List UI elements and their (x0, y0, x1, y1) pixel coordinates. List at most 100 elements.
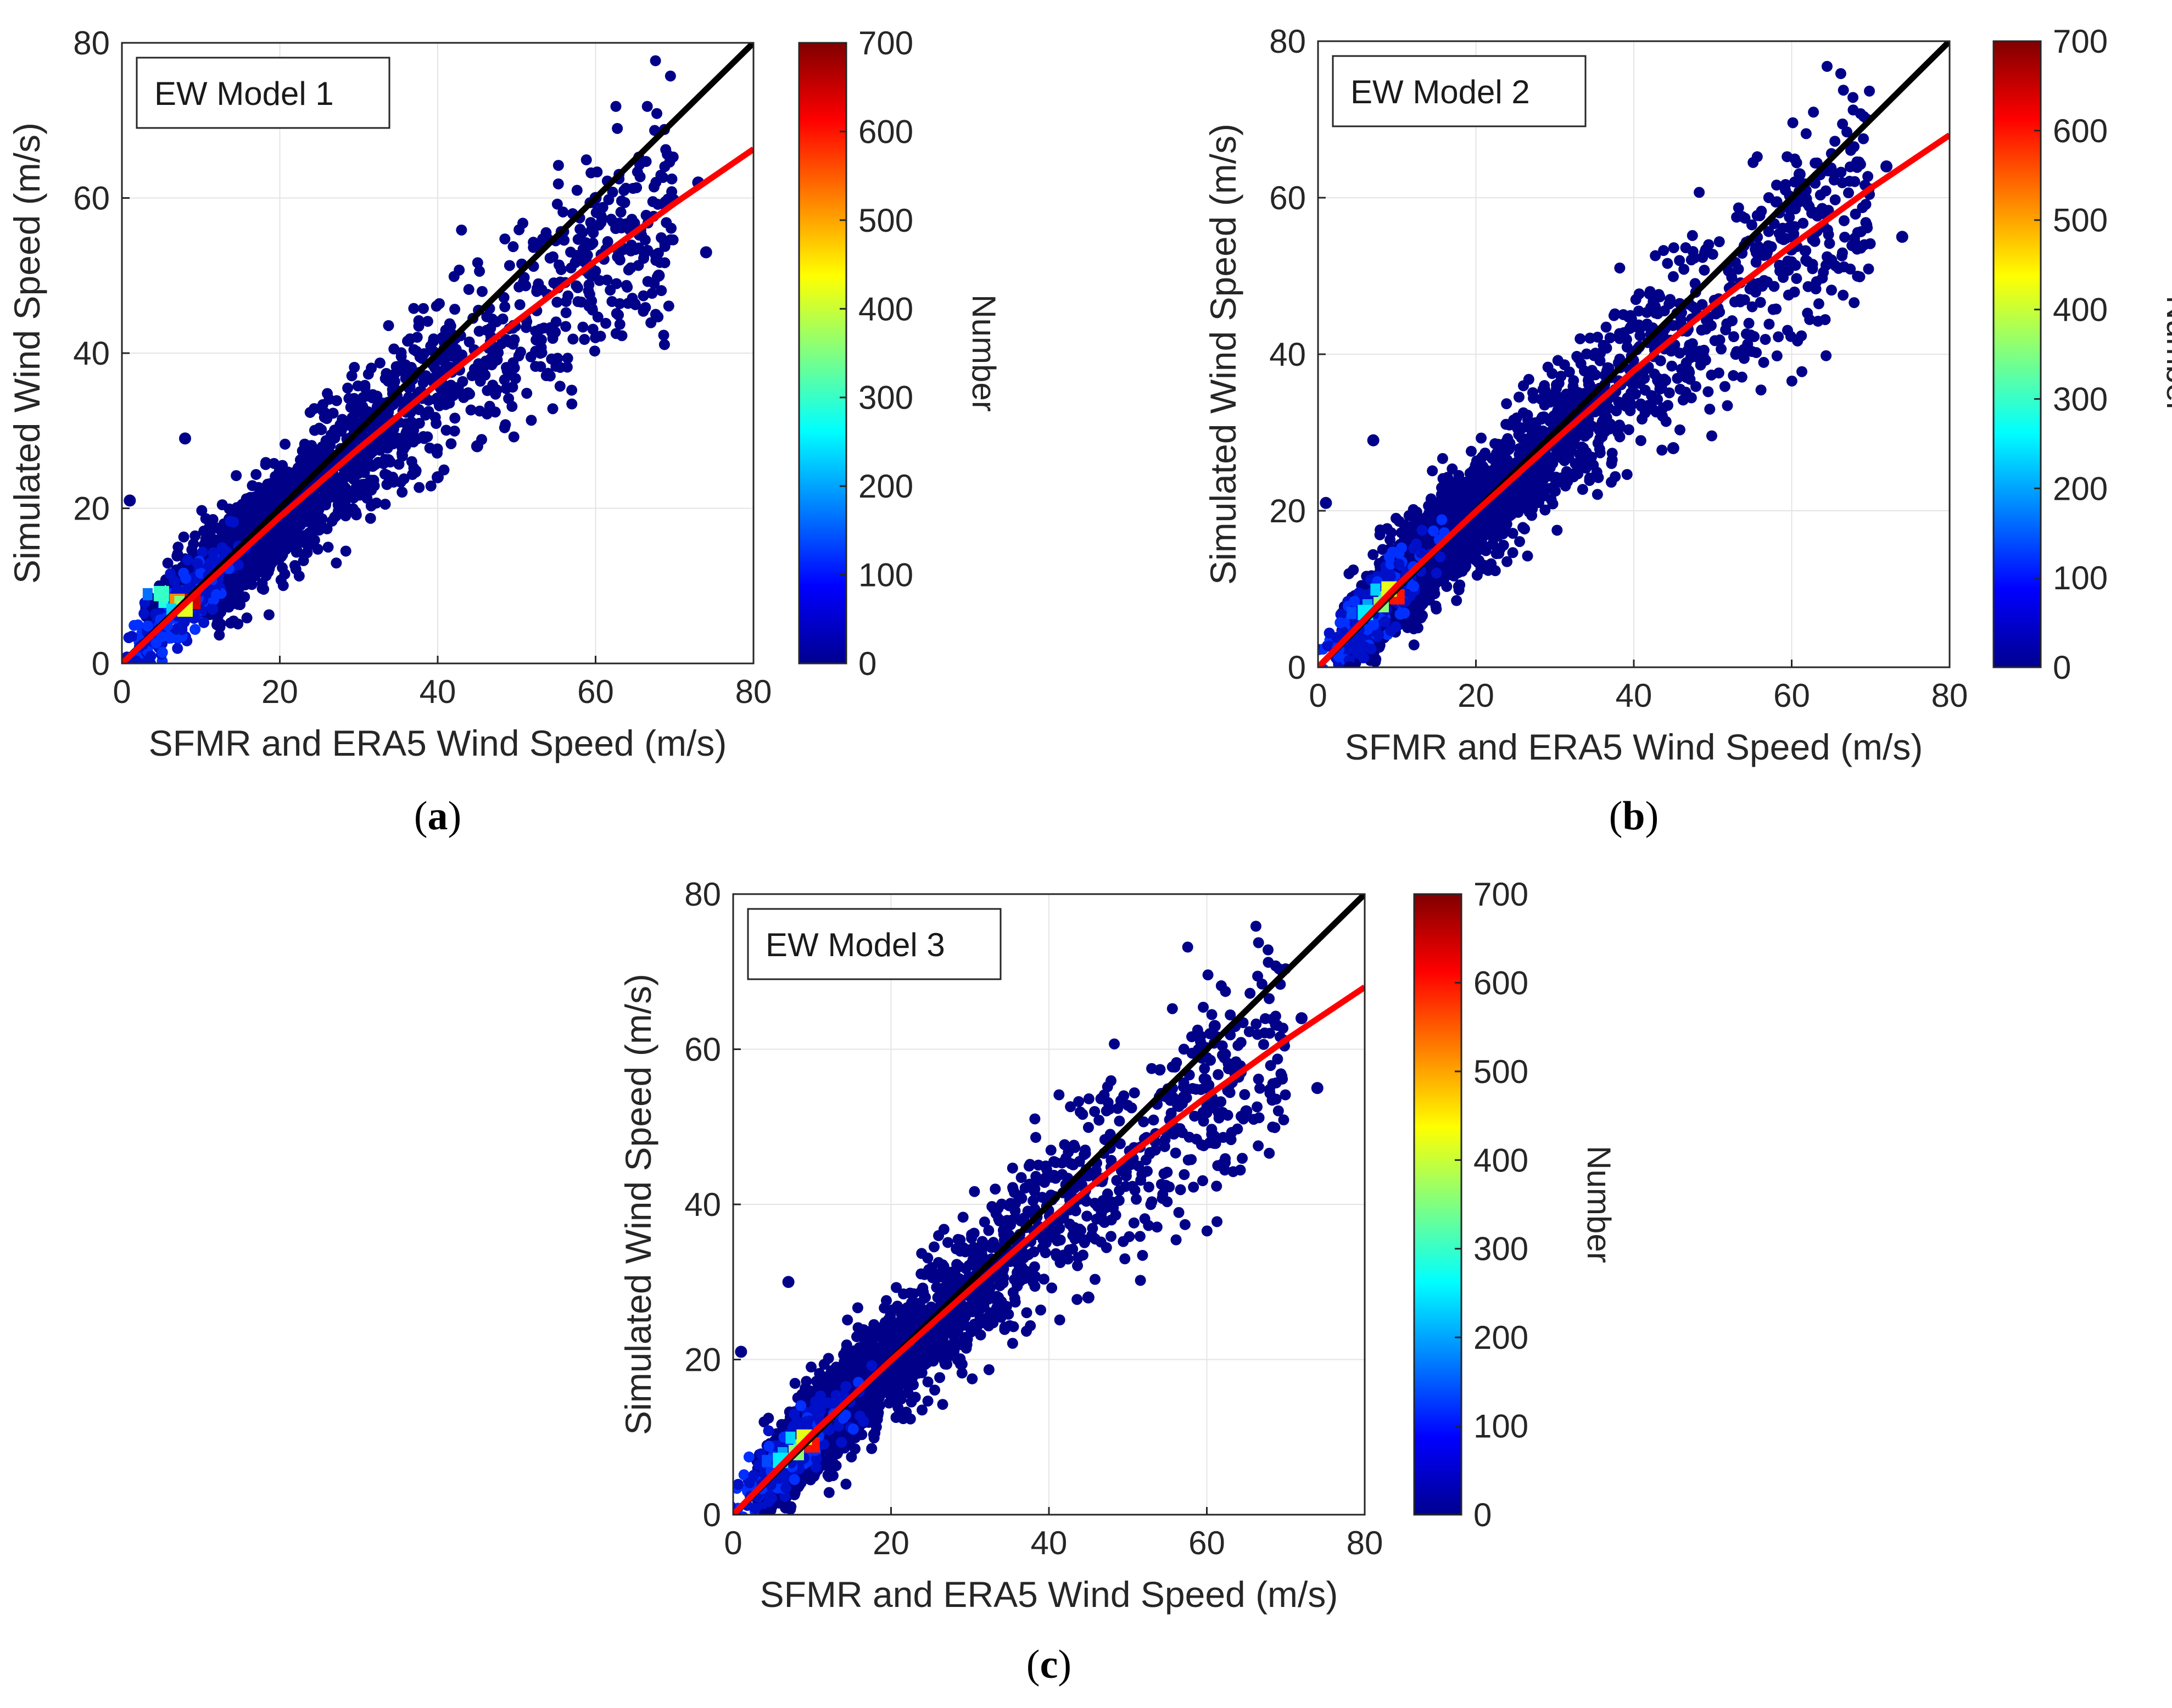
scatter-point (1743, 317, 1755, 329)
scatter-point (349, 418, 361, 429)
scatter-point (652, 311, 664, 323)
scatter-point (590, 332, 601, 343)
scatter-point (1572, 353, 1584, 364)
scatter-point (361, 390, 373, 402)
scatter-point (343, 393, 355, 404)
scatter-point (1694, 187, 1705, 198)
scatter-point (366, 484, 377, 496)
scatter-point (610, 223, 622, 235)
scatter-point (1787, 117, 1799, 129)
scatter-point (1610, 471, 1621, 482)
scatter-point (589, 345, 600, 357)
scatter-point (1674, 347, 1685, 359)
scatter-point (1736, 371, 1747, 383)
scatter-point (440, 399, 451, 410)
scatter-point (1713, 236, 1725, 248)
scatter-point (1604, 332, 1616, 344)
scatter-point (579, 334, 590, 345)
scatter-point (1539, 504, 1551, 516)
scatter-point (481, 325, 493, 336)
scatter-point (456, 224, 467, 236)
scatter-point (1598, 407, 1610, 418)
scatter-point (491, 384, 502, 396)
scatter-point (280, 438, 291, 450)
scatter-point (397, 487, 408, 498)
scatter-point-dense (208, 547, 219, 559)
scatter-point-dense (182, 554, 193, 566)
scatter-point (325, 440, 336, 451)
scatter-point (411, 345, 422, 357)
scatter-point (1662, 258, 1673, 269)
scatter-point (449, 412, 461, 424)
scatter-point (621, 218, 632, 230)
scatter-point (1838, 289, 1849, 301)
scatter-point (1614, 262, 1626, 273)
y-tick-label: 60 (73, 180, 110, 217)
scatter-point (378, 458, 389, 470)
scatter-point (1658, 245, 1670, 256)
scatter-point (1728, 331, 1739, 343)
scatter-point (449, 304, 461, 315)
scatter-point (1665, 297, 1676, 309)
scatter-point (665, 70, 676, 82)
reference-line (122, 43, 753, 663)
scatter-point (374, 357, 386, 369)
scatter-point (499, 301, 511, 312)
scatter-point-dense (225, 516, 236, 527)
scatter-point (337, 479, 349, 491)
scatter-point-outlier (652, 269, 665, 282)
scatter-point (1641, 318, 1653, 330)
scatter-point (507, 381, 518, 393)
scatter-point (640, 302, 651, 313)
scatter-point (347, 503, 359, 515)
scatter-point (322, 388, 333, 399)
scatter-point (1579, 365, 1590, 377)
scatter-point (663, 300, 674, 312)
scatter-point (298, 555, 309, 566)
scatter-point (178, 531, 189, 543)
scatter-point (631, 182, 643, 193)
scatter-point (338, 470, 349, 481)
scatter-point (1551, 383, 1562, 394)
scatter-point (1796, 366, 1808, 377)
scatter-point-dense (171, 623, 182, 635)
scatter-point (634, 171, 646, 182)
scatter-point (231, 470, 242, 482)
scatter-point (320, 494, 332, 505)
scatter-point (270, 492, 281, 503)
scatter-point (560, 307, 572, 319)
scatter-point (499, 374, 510, 386)
scatter-point (659, 161, 671, 172)
scatter-point (1763, 226, 1774, 237)
scatter-point (371, 497, 382, 509)
scatter-point-outlier (432, 471, 444, 483)
scatter-point (650, 55, 661, 66)
model-label: EW Model 1 (154, 75, 334, 112)
scatter-point (1668, 242, 1679, 254)
scatter-point (1862, 171, 1874, 182)
scatter-point (562, 353, 573, 364)
scatter-point (254, 496, 265, 508)
scatter-point (1771, 180, 1782, 191)
scatter-point (1812, 315, 1824, 327)
scatter-point (557, 206, 569, 217)
scatter-point (1680, 242, 1691, 254)
scatter-point (270, 479, 282, 491)
scatter-point (292, 527, 303, 539)
scatter-point (521, 388, 533, 399)
scatter-point (658, 330, 669, 341)
scatter-point (309, 534, 320, 546)
scatter-point (227, 582, 239, 594)
scatter-point-dense (157, 646, 168, 658)
scatter-point (1678, 264, 1690, 275)
scatter-point (332, 499, 344, 511)
scatter-point (204, 521, 215, 533)
scatter-point (420, 409, 431, 421)
scatter-point (264, 563, 275, 574)
scatter-point (1719, 381, 1730, 392)
scatter-point (379, 499, 391, 510)
scatter-point (1802, 281, 1814, 292)
scatter-point (362, 406, 373, 417)
scatter-point (432, 443, 443, 455)
scatter-point (614, 319, 626, 330)
